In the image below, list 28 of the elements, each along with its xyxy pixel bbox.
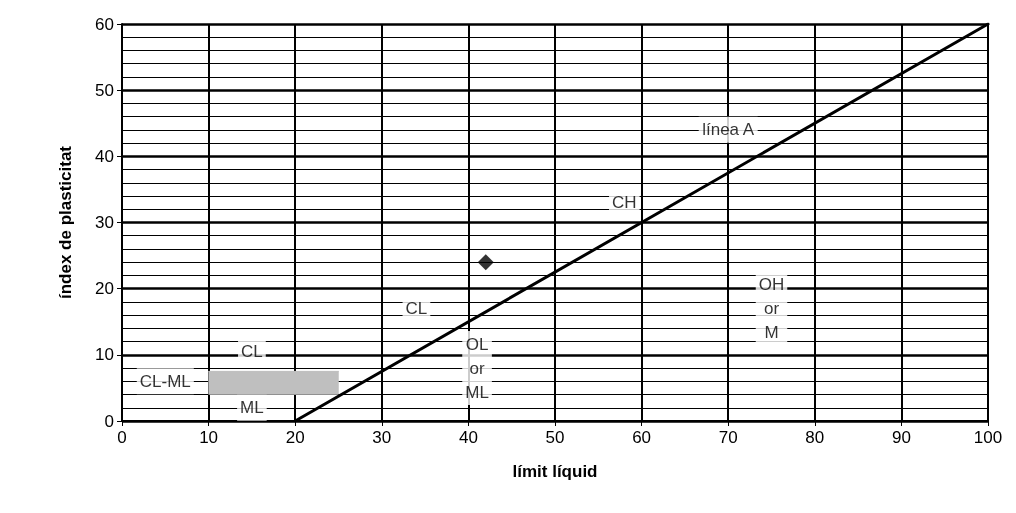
x-axis-title: límit líquid (512, 462, 598, 481)
y-tick-label: 20 (95, 279, 114, 299)
x-tick-label: 20 (285, 428, 305, 447)
y-tick-label: 10 (95, 345, 114, 365)
annotation: OH or M (758, 275, 785, 343)
annotation: CH (612, 193, 637, 213)
annotation: CL (405, 299, 428, 319)
annotation: CL-ML (139, 371, 191, 391)
x-tick-label: 70 (718, 428, 738, 447)
x-tick-label: 0 (117, 428, 127, 447)
y-tick-label: 40 (95, 146, 114, 166)
y-tick-label: 60 (95, 14, 114, 34)
x-tick-label: 90 (891, 428, 911, 447)
y-axis-title: índex de plasticitat (56, 145, 75, 300)
y-tick-label: 0 (104, 411, 114, 431)
annotation: OL or ML (465, 334, 489, 402)
annotation: CL (241, 342, 263, 362)
annotation: línea A (702, 120, 755, 140)
x-tick-label: 80 (805, 428, 825, 447)
x-tick-label: 60 (632, 428, 652, 447)
y-tick-label: 30 (95, 213, 114, 232)
x-tick-label: 100 (973, 428, 1003, 447)
y-tick-label: 50 (95, 80, 114, 100)
x-tick-label: 40 (458, 428, 478, 447)
x-tick-label: 30 (372, 428, 392, 447)
x-tick-label: 50 (545, 428, 565, 447)
x-tick-label: 10 (199, 428, 219, 447)
annotation: ML (240, 398, 264, 418)
